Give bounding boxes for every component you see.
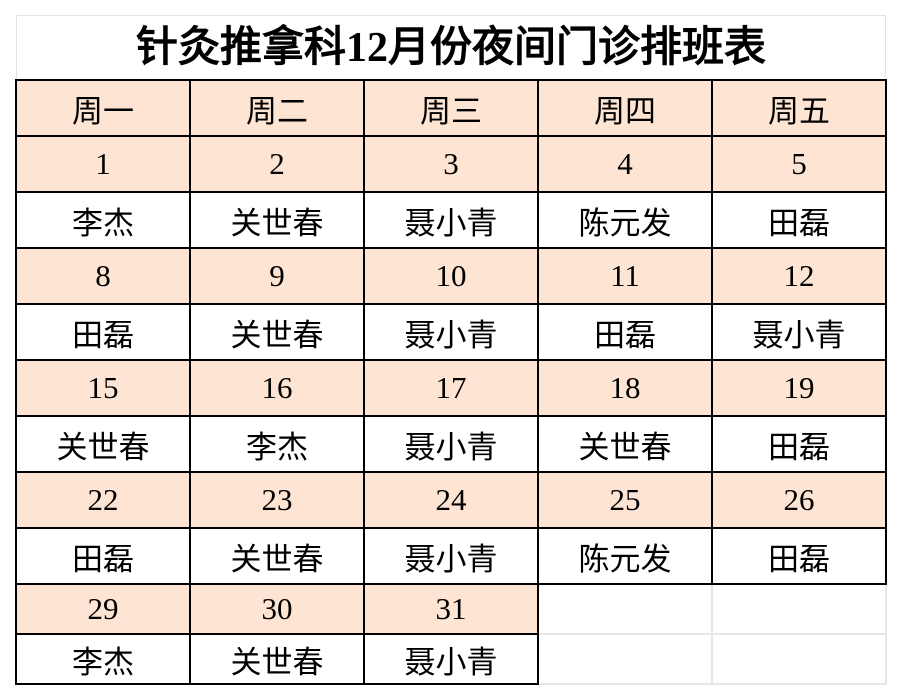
date-cell: 26 xyxy=(711,471,887,529)
date-cell: 15 xyxy=(15,359,191,417)
date-cell: 12 xyxy=(711,247,887,305)
date-cell: 25 xyxy=(537,471,713,529)
doctor-name-cell: 聂小青 xyxy=(363,191,539,249)
doctor-name-cell: 聂小青 xyxy=(363,633,539,685)
date-cell: 24 xyxy=(363,471,539,529)
doctor-name-cell: 陈元发 xyxy=(537,527,713,585)
doctor-name-cell: 田磊 xyxy=(711,415,887,473)
doctor-name-cell: 关世春 xyxy=(189,633,365,685)
doctor-name-cell: 关世春 xyxy=(189,527,365,585)
doctor-name-cell: 关世春 xyxy=(537,415,713,473)
doctor-name-cell: 关世春 xyxy=(189,191,365,249)
doctor-name-cell: 田磊 xyxy=(15,527,191,585)
empty-cell xyxy=(711,633,887,685)
empty-cell xyxy=(537,633,713,685)
date-cell: 4 xyxy=(537,135,713,193)
weekday-header: 周四 xyxy=(537,79,713,137)
date-cell: 23 xyxy=(189,471,365,529)
empty-cell xyxy=(537,583,713,635)
doctor-name-cell: 李杰 xyxy=(189,415,365,473)
doctor-name-cell: 聂小青 xyxy=(363,303,539,361)
doctor-name-cell: 关世春 xyxy=(15,415,191,473)
date-cell: 16 xyxy=(189,359,365,417)
doctor-name-cell: 李杰 xyxy=(15,633,191,685)
weekday-header: 周一 xyxy=(15,79,191,137)
date-cell: 3 xyxy=(363,135,539,193)
weekday-header: 周五 xyxy=(711,79,887,137)
doctor-name-cell: 聂小青 xyxy=(711,303,887,361)
doctor-name-cell: 田磊 xyxy=(711,191,887,249)
date-cell: 18 xyxy=(537,359,713,417)
date-cell: 2 xyxy=(189,135,365,193)
date-cell: 8 xyxy=(15,247,191,305)
doctor-name-cell: 李杰 xyxy=(15,191,191,249)
doctor-name-cell: 聂小青 xyxy=(363,415,539,473)
doctor-name-cell: 田磊 xyxy=(711,527,887,585)
date-cell: 10 xyxy=(363,247,539,305)
date-cell: 19 xyxy=(711,359,887,417)
date-cell: 30 xyxy=(189,583,365,635)
doctor-name-cell: 田磊 xyxy=(537,303,713,361)
doctor-name-cell: 田磊 xyxy=(15,303,191,361)
date-cell: 1 xyxy=(15,135,191,193)
empty-cell xyxy=(711,583,887,635)
weekday-header: 周三 xyxy=(363,79,539,137)
doctor-name-cell: 聂小青 xyxy=(363,527,539,585)
date-cell: 22 xyxy=(15,471,191,529)
doctor-name-cell: 陈元发 xyxy=(537,191,713,249)
doctor-name-cell: 关世春 xyxy=(189,303,365,361)
date-cell: 9 xyxy=(189,247,365,305)
page-title: 针灸推拿科12月份夜间门诊排班表 xyxy=(16,15,886,80)
date-cell: 31 xyxy=(363,583,539,635)
date-cell: 11 xyxy=(537,247,713,305)
date-cell: 17 xyxy=(363,359,539,417)
weekday-header: 周二 xyxy=(189,79,365,137)
date-cell: 29 xyxy=(15,583,191,635)
date-cell: 5 xyxy=(711,135,887,193)
